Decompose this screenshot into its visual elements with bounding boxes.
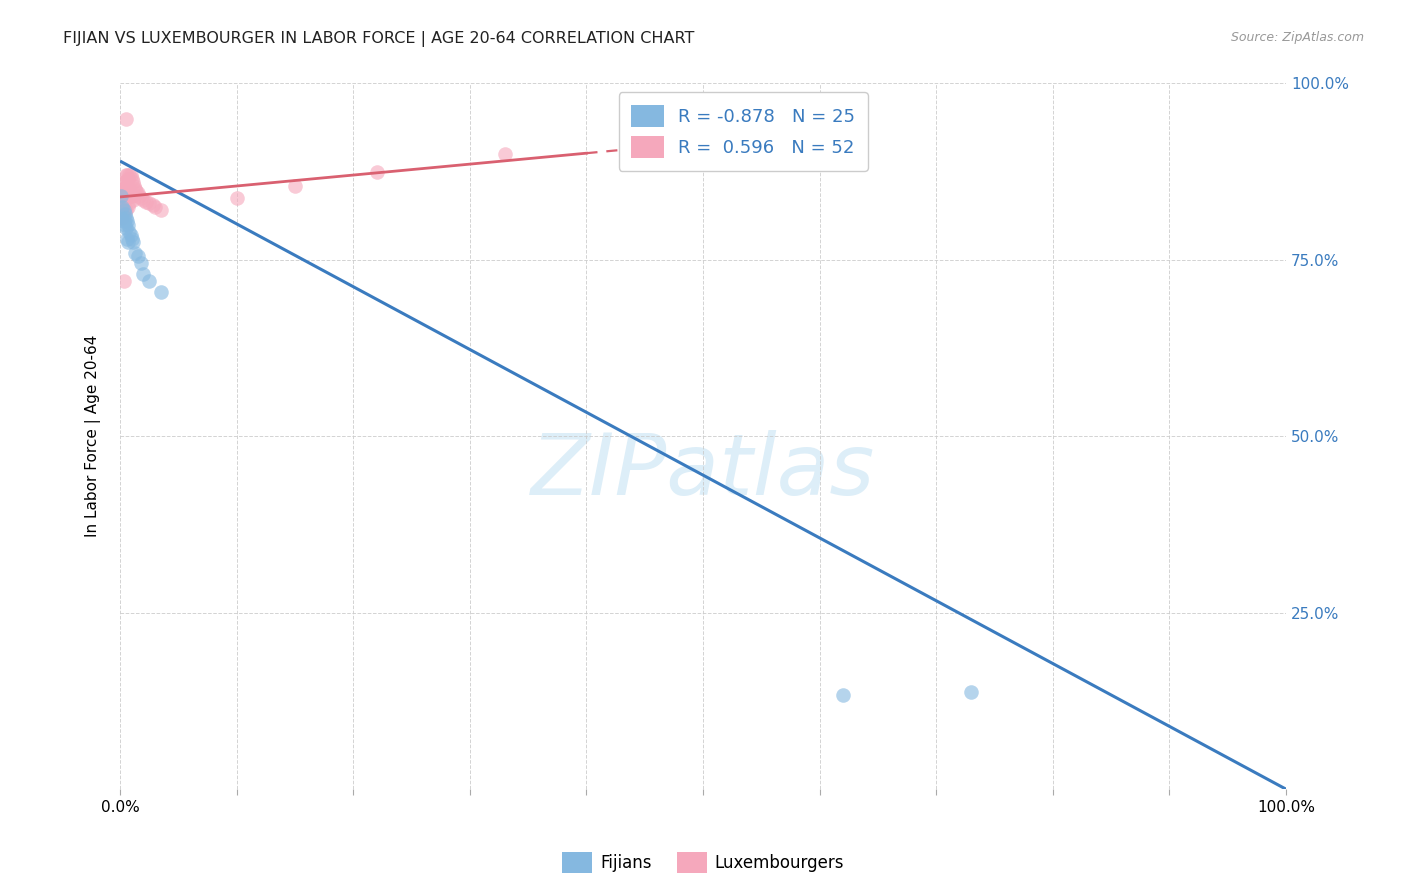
Point <box>149 203 172 218</box>
Point <box>129 256 152 270</box>
Point <box>110 211 132 225</box>
Point <box>122 193 145 207</box>
Point <box>112 175 135 189</box>
Point <box>117 200 139 214</box>
Point <box>114 207 136 221</box>
Legend: R = -0.878   N = 25, R =  0.596   N = 52: R = -0.878 N = 25, R = 0.596 N = 52 <box>619 93 868 171</box>
Point <box>112 274 135 288</box>
Point <box>121 171 143 186</box>
Point <box>122 178 145 193</box>
Point <box>118 196 141 211</box>
Point <box>142 198 165 212</box>
Point <box>118 225 141 239</box>
Point <box>138 274 160 288</box>
Point <box>960 685 983 699</box>
Point <box>111 200 134 214</box>
Point <box>115 168 138 182</box>
Point <box>120 228 142 243</box>
Point <box>115 178 138 193</box>
Point <box>111 182 134 196</box>
Point <box>114 218 136 232</box>
Point <box>124 245 146 260</box>
Point <box>120 168 142 182</box>
Point <box>112 196 135 211</box>
Point <box>494 147 516 161</box>
Point <box>127 186 149 200</box>
Point <box>284 178 307 193</box>
Point <box>128 189 150 203</box>
Point <box>121 189 143 203</box>
Point <box>143 200 166 214</box>
Point <box>114 189 136 203</box>
Point <box>117 171 139 186</box>
Text: Source: ZipAtlas.com: Source: ZipAtlas.com <box>1230 31 1364 45</box>
Point <box>117 218 139 232</box>
Point <box>115 221 138 235</box>
Legend: Fijians, Luxembourgers: Fijians, Luxembourgers <box>555 846 851 880</box>
Point <box>124 182 146 196</box>
Point <box>110 203 132 218</box>
Point <box>112 211 135 225</box>
Point <box>112 203 135 218</box>
Point <box>114 182 136 196</box>
Point <box>110 196 132 211</box>
Point <box>111 211 134 225</box>
Point <box>111 203 134 218</box>
Point <box>132 267 155 281</box>
Point <box>114 203 136 218</box>
Point <box>121 232 143 246</box>
Point <box>111 211 134 225</box>
Point <box>120 189 142 203</box>
Point <box>110 189 132 203</box>
Point <box>117 235 139 250</box>
Point <box>129 191 152 205</box>
Point <box>112 214 135 228</box>
Point <box>117 186 139 200</box>
Point <box>114 175 136 189</box>
Point <box>122 175 145 189</box>
Point <box>127 249 149 263</box>
Point <box>832 688 855 702</box>
Point <box>135 194 157 209</box>
Y-axis label: In Labor Force | Age 20-64: In Labor Force | Age 20-64 <box>86 335 101 538</box>
Point <box>115 112 138 126</box>
Point <box>118 168 141 182</box>
Point <box>225 191 247 205</box>
Point <box>115 189 138 203</box>
Point <box>122 235 145 250</box>
Point <box>115 203 138 218</box>
Point <box>138 196 160 211</box>
Point <box>115 214 138 228</box>
Point <box>118 182 141 196</box>
Point <box>125 184 148 198</box>
Point <box>366 164 388 178</box>
Point <box>115 232 138 246</box>
Point <box>115 189 138 203</box>
Point <box>112 182 135 196</box>
Point <box>115 168 138 182</box>
Point <box>149 285 172 299</box>
Text: FIJIAN VS LUXEMBOURGER IN LABOR FORCE | AGE 20-64 CORRELATION CHART: FIJIAN VS LUXEMBOURGER IN LABOR FORCE | … <box>63 31 695 47</box>
Point <box>132 193 155 207</box>
Point <box>115 211 138 225</box>
Point <box>115 178 138 193</box>
Point <box>111 189 134 203</box>
Text: ZIPatlas: ZIPatlas <box>531 430 875 513</box>
